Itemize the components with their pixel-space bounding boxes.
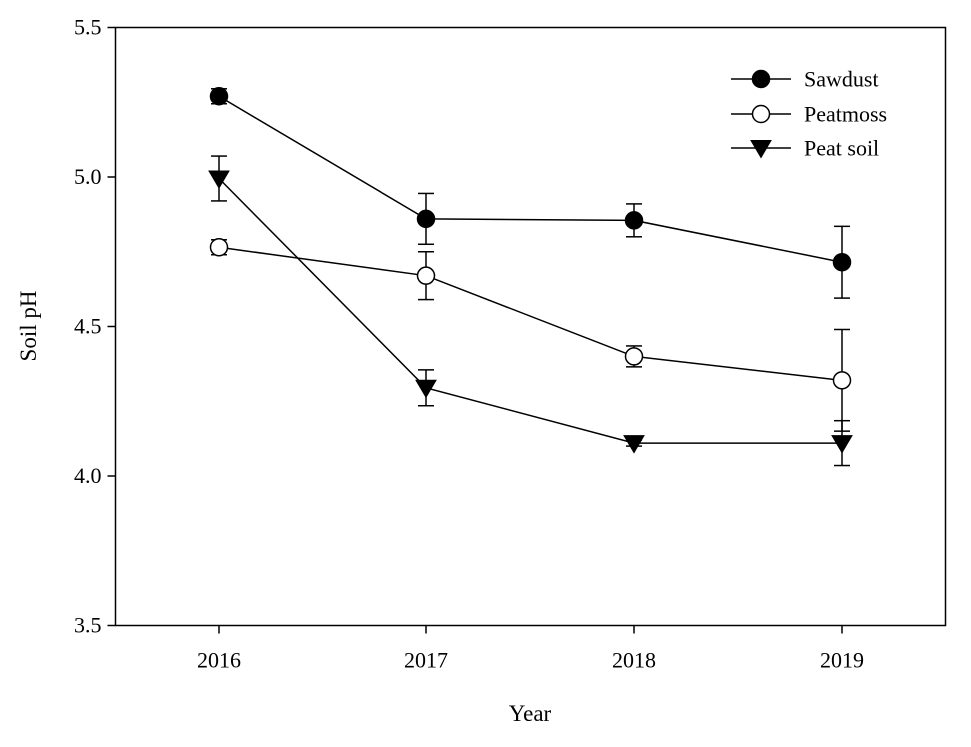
data-point	[623, 435, 645, 454]
legend-label: Peatmoss	[804, 102, 887, 127]
y-tick-label: 4.0	[74, 463, 102, 488]
series-line	[218, 95, 843, 263]
x-tick-label: 2016	[197, 648, 241, 673]
legend-marker	[750, 140, 772, 159]
series-sawdust	[209, 87, 852, 299]
legend-label: Peat soil	[804, 136, 879, 161]
data-point	[415, 379, 437, 399]
y-axis-title: Soil pH	[16, 291, 41, 362]
x-axis: 2016 2017 2018 2019	[197, 625, 864, 673]
data-point	[416, 209, 436, 229]
data-point	[832, 252, 852, 272]
series-line	[218, 177, 842, 444]
y-axis: 3.5 4.0 4.5 5.0 5.5	[74, 15, 116, 638]
data-point	[208, 170, 230, 189]
legend: Sawdust Peatmoss Peat soil	[731, 67, 887, 161]
data-point	[209, 87, 229, 106]
y-tick-label: 4.5	[74, 314, 102, 339]
series-peat-soil	[208, 155, 853, 467]
x-tick-label: 2017	[404, 648, 448, 673]
data-point	[416, 266, 436, 285]
x-tick-label: 2019	[820, 648, 864, 673]
data-point	[209, 238, 229, 257]
legend-label: Sawdust	[804, 67, 879, 92]
legend-item: Sawdust	[731, 67, 879, 92]
legend-item: Peat soil	[731, 136, 879, 161]
legend-item: Peatmoss	[731, 102, 887, 127]
series-line	[218, 246, 843, 382]
legend-marker	[751, 104, 771, 124]
y-tick-label: 3.5	[74, 613, 102, 638]
y-tick-label: 5.5	[74, 15, 102, 40]
data-point	[624, 347, 644, 366]
data-point	[832, 371, 852, 390]
x-tick-label: 2018	[612, 648, 656, 673]
x-axis-title: Year	[509, 701, 552, 726]
data-point	[831, 435, 853, 454]
series-peatmoss	[209, 238, 852, 432]
data-point	[624, 211, 644, 230]
series-layer	[208, 87, 853, 467]
y-tick-label: 5.0	[74, 164, 102, 189]
legend-marker	[751, 69, 771, 89]
